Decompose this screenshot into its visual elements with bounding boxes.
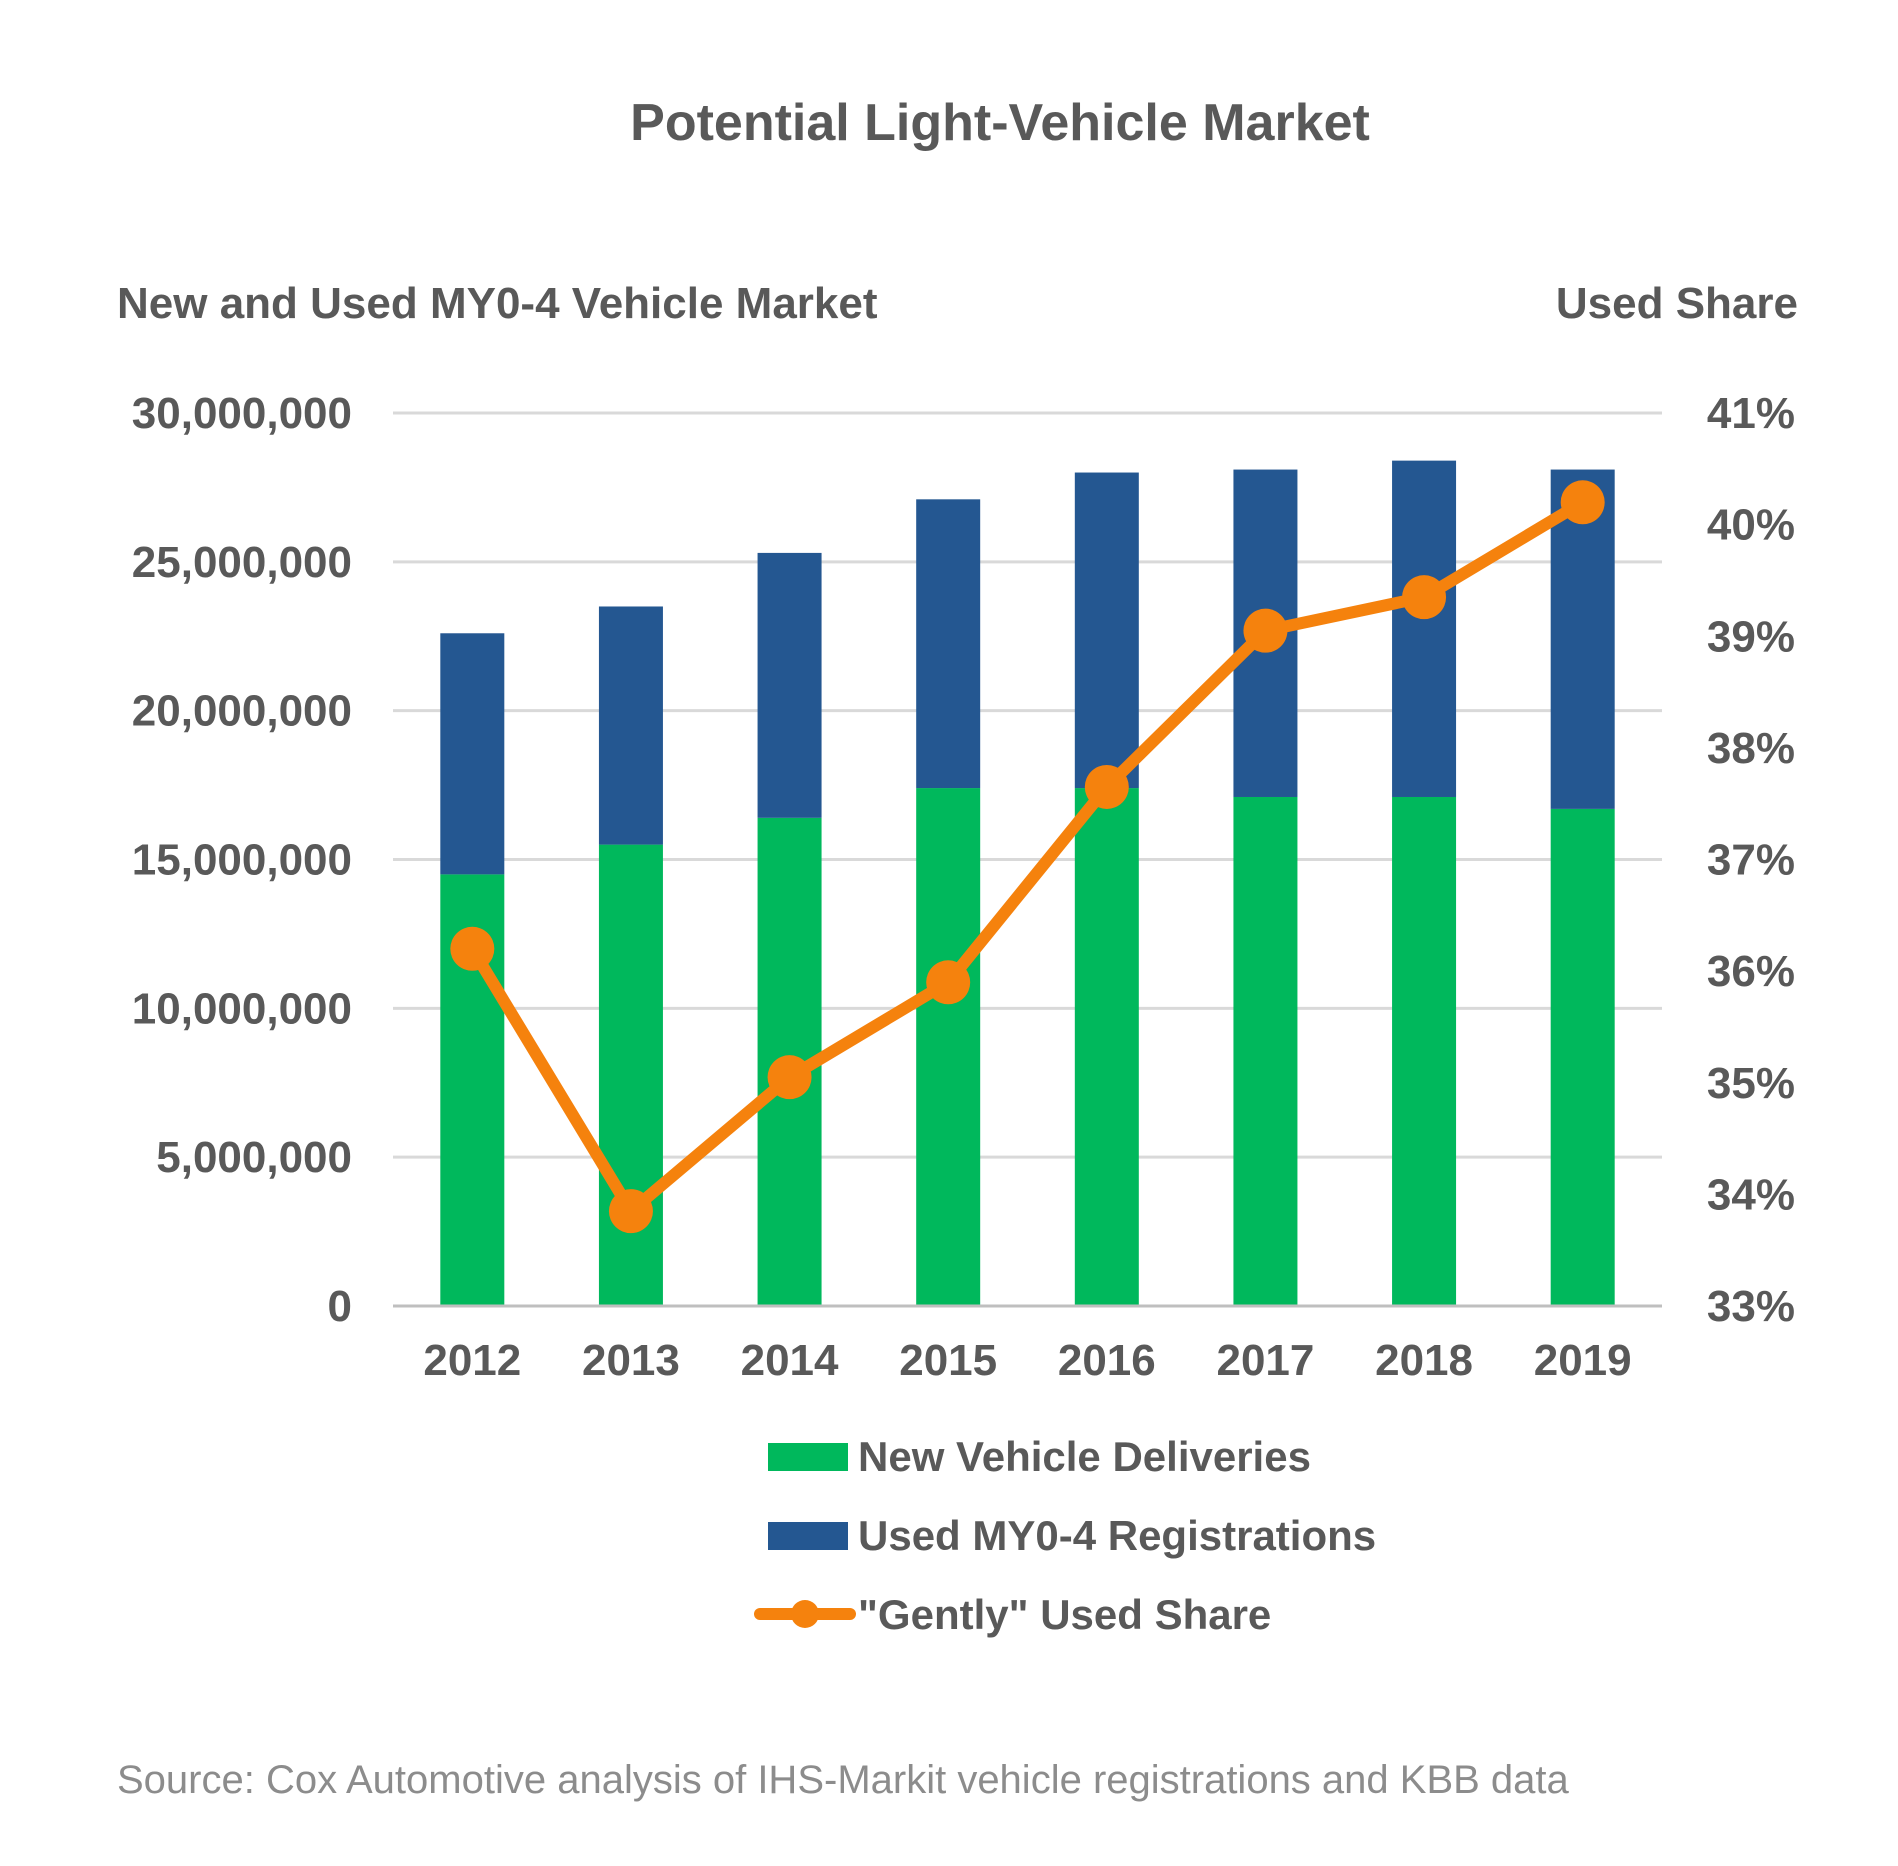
used-share-point-2012 bbox=[450, 926, 495, 971]
bar-used-2012 bbox=[440, 633, 505, 875]
source-note: Source: Cox Automotive analysis of IHS-M… bbox=[117, 1758, 1570, 1802]
bar-new-2016 bbox=[1074, 788, 1139, 1306]
right-axis-ticks: 33% 34% 35% 36% 37% 38% 39% 40% 41% bbox=[1707, 389, 1795, 1331]
legend-swatch-new-vehicle-deliveries bbox=[768, 1443, 848, 1471]
x-tick-label-2014: 2014 bbox=[741, 1336, 839, 1385]
left-tick-label: 0 bbox=[328, 1282, 352, 1331]
left-tick-label: 15,000,000 bbox=[132, 836, 352, 885]
used-share-point-2013 bbox=[608, 1189, 653, 1234]
x-tick-label-2015: 2015 bbox=[899, 1336, 997, 1385]
bar-new-2018 bbox=[1392, 796, 1457, 1306]
x-tick-label-2013: 2013 bbox=[582, 1336, 680, 1385]
right-tick-label: 36% bbox=[1707, 947, 1795, 996]
left-axis-title: New and Used MY0-4 Vehicle Market bbox=[117, 279, 878, 328]
bar-used-2019 bbox=[1550, 469, 1615, 809]
gridlines bbox=[393, 411, 1662, 1159]
used-share-point-2019 bbox=[1560, 480, 1605, 525]
used-share-point-2018 bbox=[1402, 575, 1447, 620]
used-share-point-2017 bbox=[1243, 608, 1288, 653]
used-share-polyline bbox=[466, 496, 1589, 1218]
used-share-point-2016 bbox=[1084, 764, 1129, 809]
right-tick-label: 37% bbox=[1707, 836, 1795, 885]
bar-used-2015 bbox=[916, 499, 981, 789]
bar-new-2019 bbox=[1550, 808, 1615, 1306]
bar-new-2015 bbox=[916, 788, 981, 1306]
legend-swatch-used-share-marker bbox=[791, 1600, 819, 1628]
right-axis-title: Used Share bbox=[1556, 279, 1798, 328]
left-tick-label: 20,000,000 bbox=[132, 687, 352, 736]
left-tick-label: 25,000,000 bbox=[132, 538, 352, 587]
x-axis-ticks: 2012 2013 2014 2015 2016 2017 2018 2019 bbox=[423, 1336, 1631, 1385]
bar-used-2014 bbox=[757, 552, 822, 818]
right-tick-label: 40% bbox=[1707, 501, 1795, 550]
left-tick-label: 5,000,000 bbox=[156, 1133, 352, 1182]
used-share-point-2014 bbox=[767, 1055, 812, 1100]
right-tick-label: 38% bbox=[1707, 724, 1795, 773]
left-tick-label: 30,000,000 bbox=[132, 389, 352, 438]
bar-used-2018 bbox=[1392, 460, 1457, 797]
used-share-point-2015 bbox=[926, 960, 971, 1005]
right-tick-label: 34% bbox=[1707, 1170, 1795, 1219]
right-tick-label: 33% bbox=[1707, 1282, 1795, 1331]
used-share-line bbox=[450, 480, 1605, 1234]
chart-title: Potential Light-Vehicle Market bbox=[630, 94, 1370, 152]
right-tick-label: 35% bbox=[1707, 1059, 1795, 1108]
legend-swatch-used-registrations bbox=[768, 1522, 848, 1550]
right-tick-label: 41% bbox=[1707, 389, 1795, 438]
right-tick-label: 39% bbox=[1707, 612, 1795, 661]
bar-new-2013 bbox=[598, 844, 663, 1306]
bar-used-2013 bbox=[598, 606, 663, 845]
x-tick-label-2012: 2012 bbox=[423, 1336, 521, 1385]
x-tick-label-2016: 2016 bbox=[1058, 1336, 1156, 1385]
legend-label-new-vehicle-deliveries: New Vehicle Deliveries bbox=[858, 1433, 1311, 1480]
x-tick-label-2019: 2019 bbox=[1534, 1336, 1632, 1385]
legend: New Vehicle Deliveries Used MY0-4 Regist… bbox=[754, 1433, 1376, 1638]
bar-new-2017 bbox=[1233, 796, 1298, 1306]
left-axis-ticks: 0 5,000,000 10,000,000 15,000,000 20,000,000… bbox=[132, 389, 352, 1331]
legend-label-used-registrations: Used MY0-4 Registrations bbox=[858, 1512, 1376, 1559]
left-tick-label: 10,000,000 bbox=[132, 984, 352, 1033]
bar-used-2016 bbox=[1074, 472, 1139, 789]
x-tick-label-2017: 2017 bbox=[1216, 1336, 1314, 1385]
x-tick-label-2018: 2018 bbox=[1375, 1336, 1473, 1385]
legend-label-used-share: "Gently" Used Share bbox=[858, 1591, 1271, 1638]
